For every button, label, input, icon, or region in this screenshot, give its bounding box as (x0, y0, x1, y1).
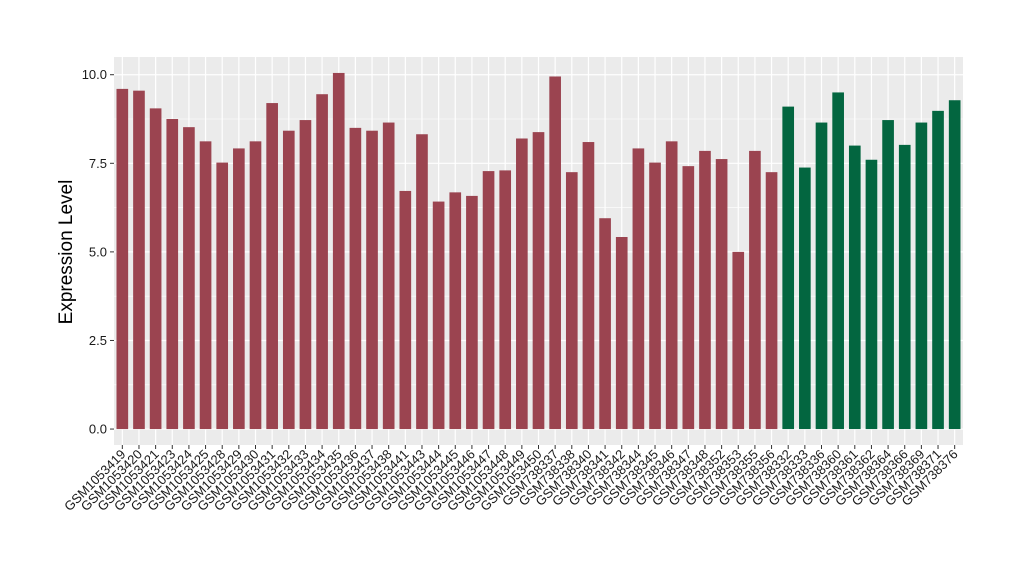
bar-GSM738360 (832, 92, 844, 430)
bar-GSM738348 (699, 150, 711, 430)
bar-GSM738369 (915, 122, 928, 430)
bar-GSM738346 (665, 141, 678, 430)
bar-GSM1053425 (199, 141, 212, 430)
bar-GSM1053430 (249, 141, 262, 430)
bar-GSM738366 (898, 144, 911, 430)
bar-GSM738338 (565, 172, 578, 430)
bar-GSM1053436 (349, 127, 362, 430)
bar-GSM1053443 (416, 134, 428, 430)
bar-GSM1053431 (266, 103, 278, 430)
bar-GSM1053421 (149, 108, 162, 430)
bar-GSM738371 (932, 110, 944, 430)
bar-GSM738352 (715, 159, 728, 430)
bar-GSM738362 (865, 159, 878, 430)
bar-GSM738361 (848, 145, 861, 430)
bar-GSM738376 (948, 100, 961, 430)
bars (116, 72, 961, 430)
bar-GSM1053423 (166, 119, 179, 430)
bar-GSM738364 (882, 120, 894, 430)
bar-GSM1053438 (382, 122, 395, 430)
bar-GSM1053434 (316, 94, 328, 430)
bar-GSM738355 (749, 150, 761, 430)
bar-GSM1053449 (516, 138, 528, 430)
bar-GSM738336 (815, 122, 828, 430)
y-tick-label: 2.5 (89, 333, 107, 348)
y-tick-label: 7.5 (89, 156, 107, 171)
y-tick-label: 0.0 (89, 422, 107, 437)
x-axis: GSM1053419GSM1053420GSM1053421GSM1053423… (61, 445, 961, 514)
bar-GSM1053448 (499, 170, 512, 430)
bar-GSM1053435 (332, 72, 345, 430)
y-axis-title: Expression Level (56, 180, 77, 325)
bar-GSM1053450 (532, 132, 545, 430)
bar-GSM738337 (549, 76, 561, 430)
bar-GSM1053424 (183, 127, 195, 430)
bar-GSM1053437 (366, 130, 378, 430)
bar-GSM738332 (782, 106, 795, 430)
bar-GSM738341 (599, 218, 611, 430)
bar-GSM738340 (582, 142, 595, 430)
y-axis: 0.0 2.5 5.0 7.5 10.0 (82, 67, 114, 437)
bar-GSM738344 (632, 148, 645, 430)
bar-GSM738353 (732, 251, 745, 430)
bar-GSM738356 (765, 172, 778, 430)
bar-GSM1053447 (482, 171, 495, 430)
bar-GSM1053419 (116, 88, 129, 430)
bar-GSM1053444 (432, 201, 445, 430)
bar-GSM1053432 (282, 130, 295, 430)
bar-GSM1053420 (133, 90, 145, 430)
bar-GSM738333 (799, 167, 811, 430)
y-tick-label: 5.0 (89, 244, 107, 259)
y-tick-label: 10.0 (82, 67, 107, 82)
bar-GSM738342 (615, 237, 628, 430)
bar-GSM738347 (682, 166, 695, 430)
bar-GSM1053445 (449, 192, 462, 430)
bar-GSM1053428 (216, 162, 229, 430)
bar-GSM1053446 (466, 195, 478, 430)
bar-GSM1053441 (399, 190, 412, 430)
bar-GSM738345 (649, 162, 661, 430)
bar-GSM1053433 (299, 120, 312, 430)
bar-GSM1053429 (233, 148, 245, 430)
